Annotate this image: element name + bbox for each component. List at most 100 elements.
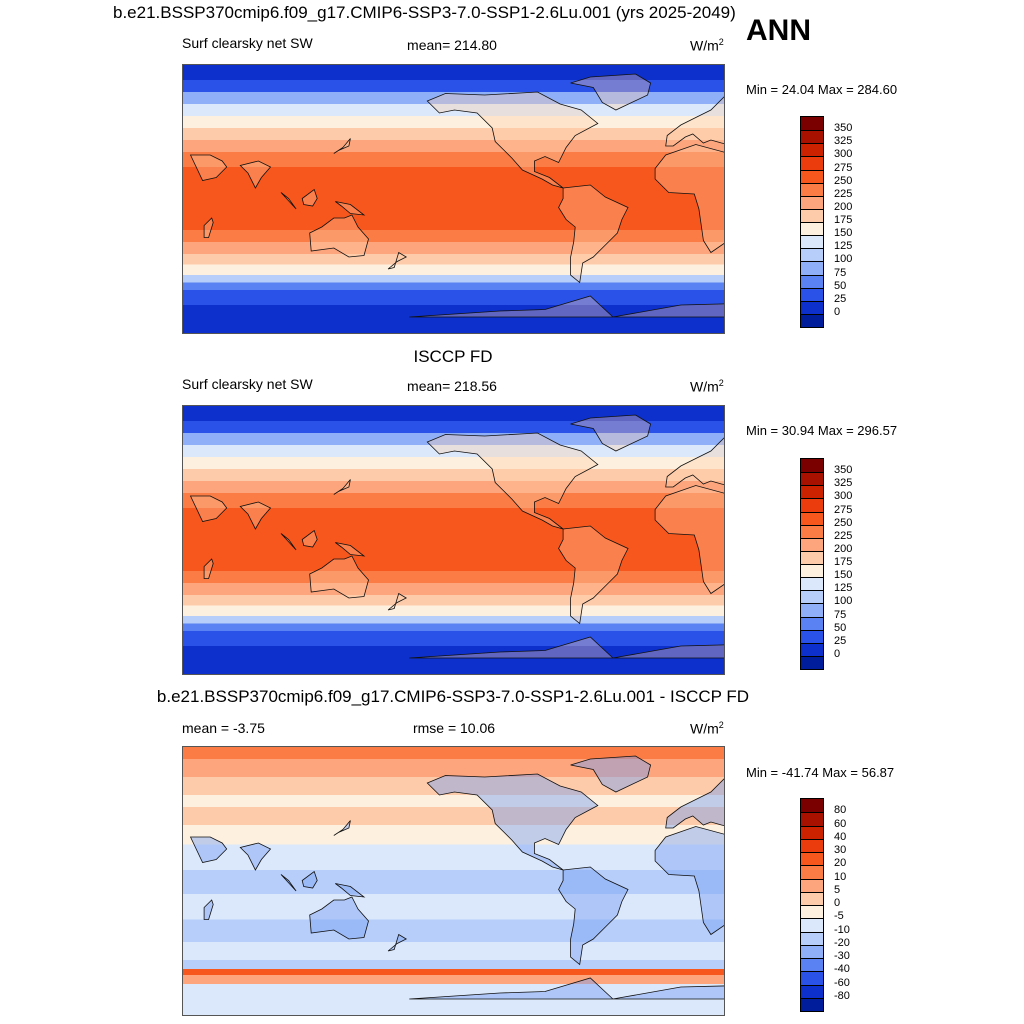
colorbar-tick-label: 50 <box>834 279 847 292</box>
colorbar-swatch <box>801 235 823 249</box>
coastline <box>189 154 228 181</box>
coastline <box>333 820 351 836</box>
colorbar-tick-label: 300 <box>834 490 853 503</box>
colorbar-swatch <box>801 459 823 473</box>
map-color-band <box>183 631 724 646</box>
panel2-colorbar <box>800 458 824 670</box>
figure-title: b.e21.BSSP370cmip6.f09_g17.CMIP6-SSP3-7.… <box>113 3 736 22</box>
coastline <box>239 160 272 189</box>
coastline <box>654 485 724 595</box>
coastline <box>558 184 629 284</box>
map-color-band <box>183 975 724 984</box>
colorbar-tick-label: 200 <box>834 542 853 555</box>
colorbar-swatch <box>801 878 823 892</box>
colorbar-swatch <box>801 156 823 170</box>
map-color-band <box>183 140 724 152</box>
colorbar-swatch <box>801 313 823 327</box>
map-color-band <box>183 646 724 674</box>
map-color-band <box>183 433 724 445</box>
colorbar-tick-label: -5 <box>834 910 844 923</box>
panel3-map-svg <box>183 747 724 1015</box>
coastline <box>309 555 369 599</box>
map-color-band <box>183 795 724 807</box>
colorbar-tick-label: 80 <box>834 804 847 817</box>
colorbar-tick-label: 250 <box>834 516 853 529</box>
panel1-minmax-label: Min = 24.04 Max = 284.60 <box>746 82 898 97</box>
colorbar-tick-label: 10 <box>834 870 847 883</box>
colorbar-tick-label: 60 <box>834 817 847 830</box>
map-color-band <box>183 481 724 493</box>
map-color-band <box>183 469 724 481</box>
colorbar-swatch <box>801 472 823 486</box>
colorbar-swatch <box>801 812 823 826</box>
map-color-band <box>183 421 724 433</box>
colorbar-tick-label: 40 <box>834 830 847 843</box>
coastline <box>409 295 724 318</box>
colorbar-tick-label: 150 <box>834 569 853 582</box>
colorbar-tick-label: 0 <box>834 897 841 909</box>
colorbar-tick-label: 100 <box>834 595 853 608</box>
colorbar-tick-label: 275 <box>834 161 853 174</box>
coastline <box>558 866 629 966</box>
colorbar-swatch <box>801 852 823 866</box>
map-color-band <box>183 616 724 624</box>
map-color-band <box>183 583 724 595</box>
coastline <box>309 214 369 258</box>
panel2-mean-label: mean= 218.56 <box>407 378 497 394</box>
colorbar-tick-label: -10 <box>834 923 850 936</box>
colorbar-swatch <box>801 537 823 551</box>
colorbar-tick-label: 325 <box>834 477 853 490</box>
map-color-band <box>183 844 724 870</box>
panel3-units-label: W/m2 <box>690 720 724 737</box>
map-color-band <box>183 508 724 571</box>
colorbar-tick-label: 100 <box>834 253 853 266</box>
coastline <box>387 251 408 270</box>
colorbar-swatch <box>801 208 823 222</box>
map-color-band <box>183 254 724 265</box>
coastline <box>665 778 724 829</box>
map-color-band <box>183 290 724 305</box>
coastline <box>665 96 724 147</box>
colorbar-swatch <box>801 169 823 183</box>
colorbar-tick-label: 75 <box>834 266 847 279</box>
colorbar-tick-label: -40 <box>834 963 850 976</box>
colorbar-tick-label: -20 <box>834 936 850 949</box>
colorbar-tick-label: -30 <box>834 950 850 962</box>
colorbar-swatch <box>801 905 823 919</box>
colorbar-swatch <box>801 274 823 288</box>
colorbar-swatch <box>801 248 823 262</box>
colorbar-swatch <box>801 838 823 852</box>
coastline <box>426 773 599 871</box>
colorbar-tick-label: 20 <box>834 857 847 870</box>
map-color-band <box>183 960 724 969</box>
colorbar-swatch <box>801 918 823 932</box>
coastline <box>409 977 724 1000</box>
colorbar-swatch <box>801 629 823 643</box>
panel2-variable-label: Surf clearsky net SW <box>182 376 313 392</box>
coastline <box>189 836 228 863</box>
colorbar-tick-label: 175 <box>834 214 853 226</box>
colorbar-swatch <box>801 655 823 669</box>
colorbar-swatch <box>801 550 823 564</box>
map-color-band <box>183 807 724 825</box>
map-color-band <box>183 152 724 167</box>
colorbar-swatch <box>801 222 823 236</box>
colorbar-tick-label: 350 <box>834 122 853 135</box>
coastline <box>335 542 366 557</box>
colorbar-tick-label: 150 <box>834 227 853 240</box>
colorbar-swatch <box>801 261 823 275</box>
panel1-map-svg <box>183 65 724 333</box>
map-color-band <box>183 493 724 508</box>
coastline <box>203 899 214 920</box>
map-color-band <box>183 894 724 920</box>
colorbar-swatch <box>801 300 823 314</box>
coastline <box>309 896 369 940</box>
coastline <box>301 870 318 889</box>
colorbar-tick-label: 125 <box>834 582 853 595</box>
panel1-variable-label: Surf clearsky net SW <box>182 35 313 51</box>
colorbar-tick-label: 200 <box>834 200 853 213</box>
map-color-band <box>183 571 724 583</box>
coastline <box>239 842 272 871</box>
coastline <box>654 826 724 936</box>
coastline <box>426 432 599 530</box>
